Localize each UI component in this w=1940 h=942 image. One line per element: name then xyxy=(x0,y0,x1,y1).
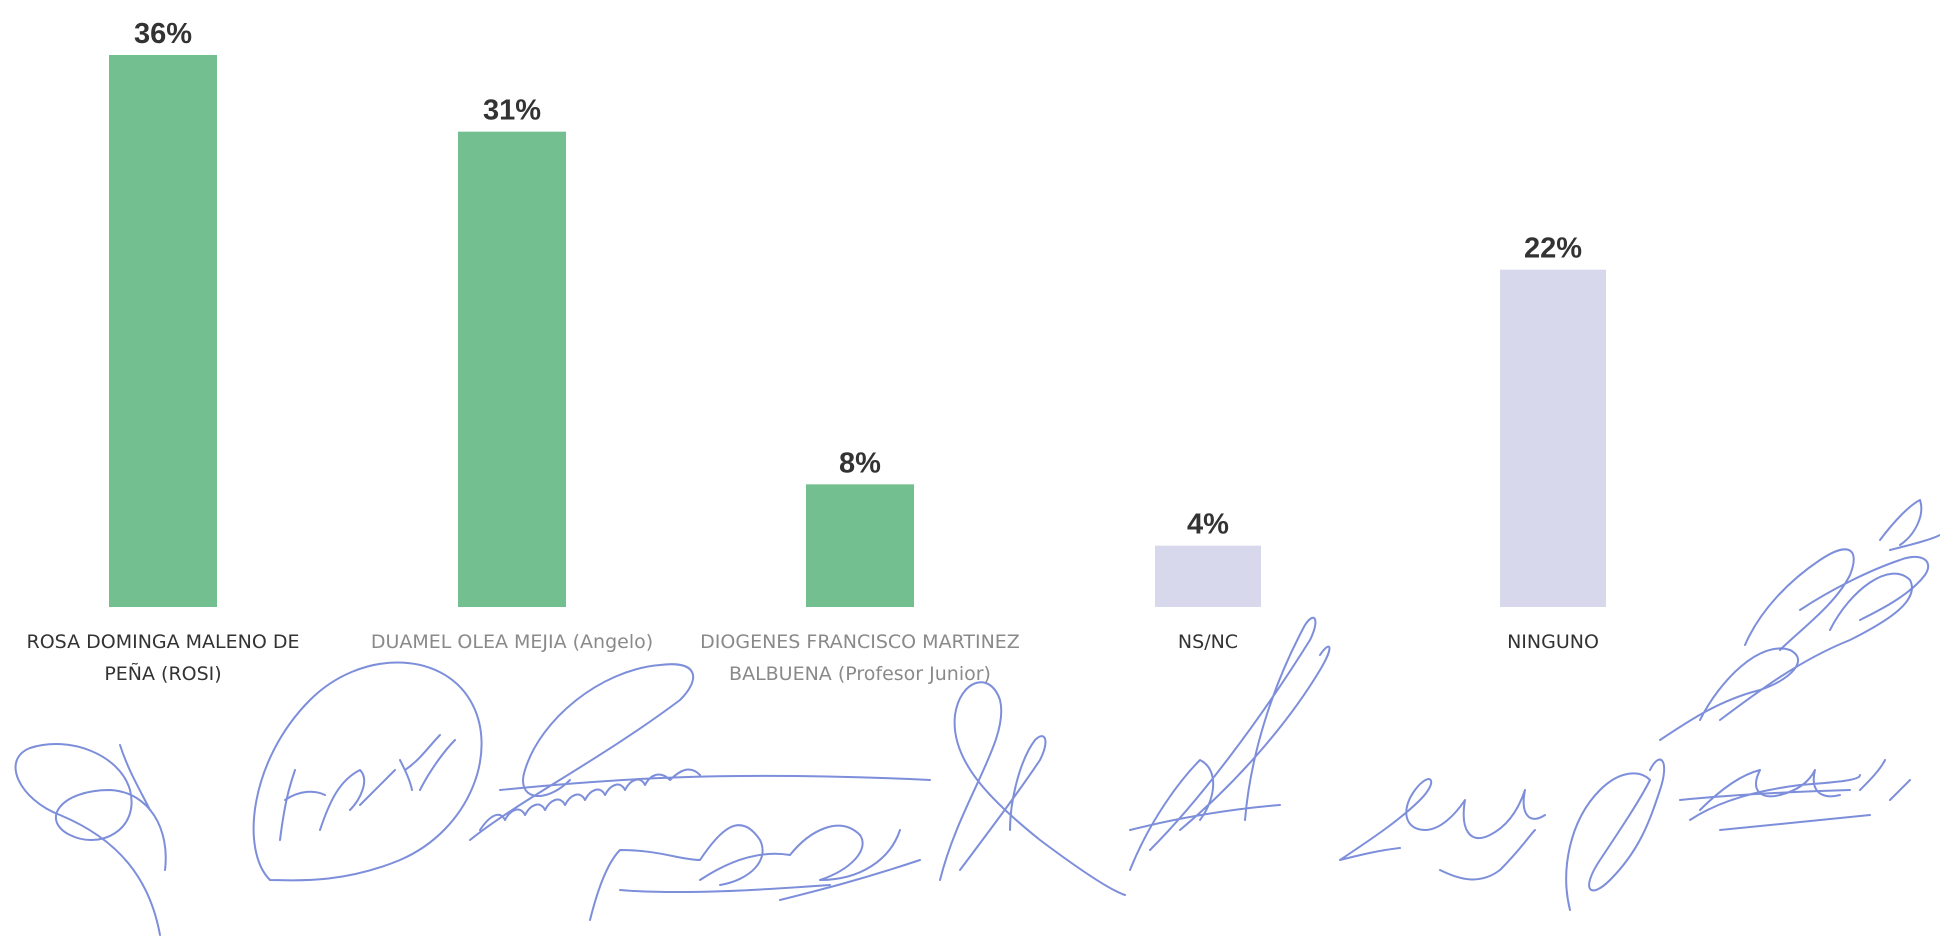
value-label-2: 31% xyxy=(483,95,541,127)
signatures-overlay xyxy=(14,499,1940,936)
signature-6 xyxy=(1129,616,1331,871)
signature-4 xyxy=(589,824,921,921)
signature-9 xyxy=(1679,759,1911,831)
value-label-3: 8% xyxy=(839,447,881,479)
bar-1 xyxy=(109,55,217,607)
category-labels-group: ROSA DOMINGA MALENO DE PEÑA (ROSI) DUAMEL … xyxy=(27,631,1599,685)
value-labels-group: 36% 31% 8% 4% 22% xyxy=(134,18,1582,541)
category-label-1-line-2: PEÑA (ROSI) xyxy=(104,662,221,685)
signature-7 xyxy=(1339,778,1546,881)
value-label-1: 36% xyxy=(134,18,192,50)
bar-4 xyxy=(1155,545,1261,607)
signature-2 xyxy=(252,661,483,882)
bar-5 xyxy=(1500,269,1606,607)
bar-3 xyxy=(806,484,914,607)
signature-5 xyxy=(939,681,1126,896)
signature-3 xyxy=(469,663,931,841)
signature-10 xyxy=(1744,499,1940,651)
signature-1 xyxy=(14,743,167,936)
signature-8 xyxy=(1565,572,1913,911)
category-label-3-line-2: BALBUENA (Profesor Junior) xyxy=(729,663,991,685)
category-label-2-line-1: DUAMEL OLEA MEJIA (Angelo) xyxy=(371,631,653,653)
category-label-1-line-1: ROSA DOMINGA MALENO DE xyxy=(27,631,300,653)
category-label-5-line-1: NINGUNO xyxy=(1507,631,1599,653)
bars-group xyxy=(109,55,1606,607)
value-label-4: 4% xyxy=(1187,509,1229,541)
category-label-4-line-1: NS/NC xyxy=(1178,631,1238,653)
value-label-5: 22% xyxy=(1524,233,1582,265)
category-label-3-line-1: DIOGENES FRANCISCO MARTINEZ xyxy=(700,631,1020,653)
bar-2 xyxy=(458,131,566,607)
